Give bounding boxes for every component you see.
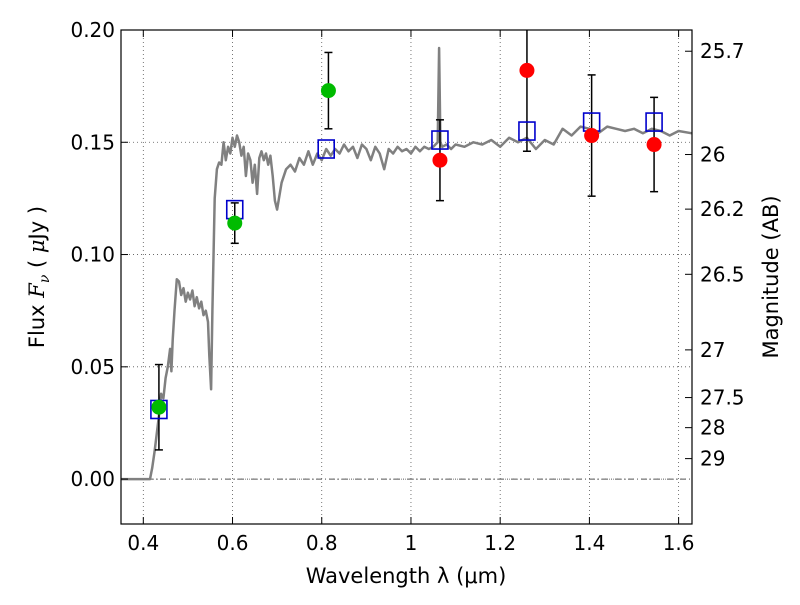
observed-points bbox=[151, 62, 662, 415]
model-square bbox=[431, 130, 449, 150]
x-tick-label: 1 bbox=[405, 531, 418, 555]
magnitude-tick-label: 26.2 bbox=[700, 197, 745, 221]
y-axis-ticks: 0.00 0.05 0.10 0.15 0.20 bbox=[70, 18, 128, 491]
green-point bbox=[151, 399, 167, 415]
x-tick-label: 0.6 bbox=[217, 531, 249, 555]
model-spectrum-line bbox=[121, 46, 693, 481]
x-axis-title: Wavelength λ (μm) bbox=[306, 564, 507, 588]
y-axis-title: Flux Fν ( μJy ) bbox=[25, 206, 53, 348]
x-tick-label: 1.2 bbox=[484, 531, 516, 555]
x-tick-label: 0.4 bbox=[127, 531, 159, 555]
error-bars bbox=[154, 30, 659, 451]
y-tick-label: 0.00 bbox=[70, 467, 115, 491]
magnitude-tick-label: 27.5 bbox=[700, 386, 745, 410]
y-tick-label: 0.05 bbox=[70, 355, 115, 379]
magnitude-tick-label: 26.5 bbox=[700, 262, 745, 286]
x-tick-label: 1.4 bbox=[573, 531, 605, 555]
model-square bbox=[317, 139, 336, 159]
right-axis-title: Magnitude (AB) bbox=[759, 195, 783, 358]
y-tick-label: 0.20 bbox=[70, 18, 115, 42]
x-tick-label: 0.8 bbox=[306, 531, 338, 555]
magnitude-tick-label: 26 bbox=[700, 143, 725, 167]
model-photometry-squares bbox=[150, 112, 663, 420]
magnitude-tick-label: 29 bbox=[700, 447, 725, 471]
red-point bbox=[646, 137, 662, 153]
green-point bbox=[227, 215, 243, 231]
model-square bbox=[645, 112, 663, 132]
plot-frame bbox=[120, 29, 693, 525]
red-point bbox=[584, 128, 600, 144]
x-axis-ticks: 0.4 0.6 0.8 1 1.2 1.4 1.6 bbox=[127, 30, 695, 555]
magnitude-tick-label: 27 bbox=[700, 338, 725, 362]
red-point bbox=[432, 152, 448, 168]
model-square bbox=[518, 121, 536, 141]
right-axis-ticks: 25.7 26 26.2 26.5 27 27.5 28 29 bbox=[685, 39, 745, 471]
green-point bbox=[320, 83, 336, 99]
magnitude-tick-label: 25.7 bbox=[700, 39, 745, 63]
y-tick-label: 0.15 bbox=[70, 130, 115, 154]
magnitude-tick-label: 28 bbox=[700, 416, 725, 440]
x-tick-label: 1.6 bbox=[663, 531, 695, 555]
plot-background bbox=[121, 30, 692, 524]
red-point bbox=[519, 62, 535, 78]
y-tick-label: 0.10 bbox=[70, 243, 115, 267]
